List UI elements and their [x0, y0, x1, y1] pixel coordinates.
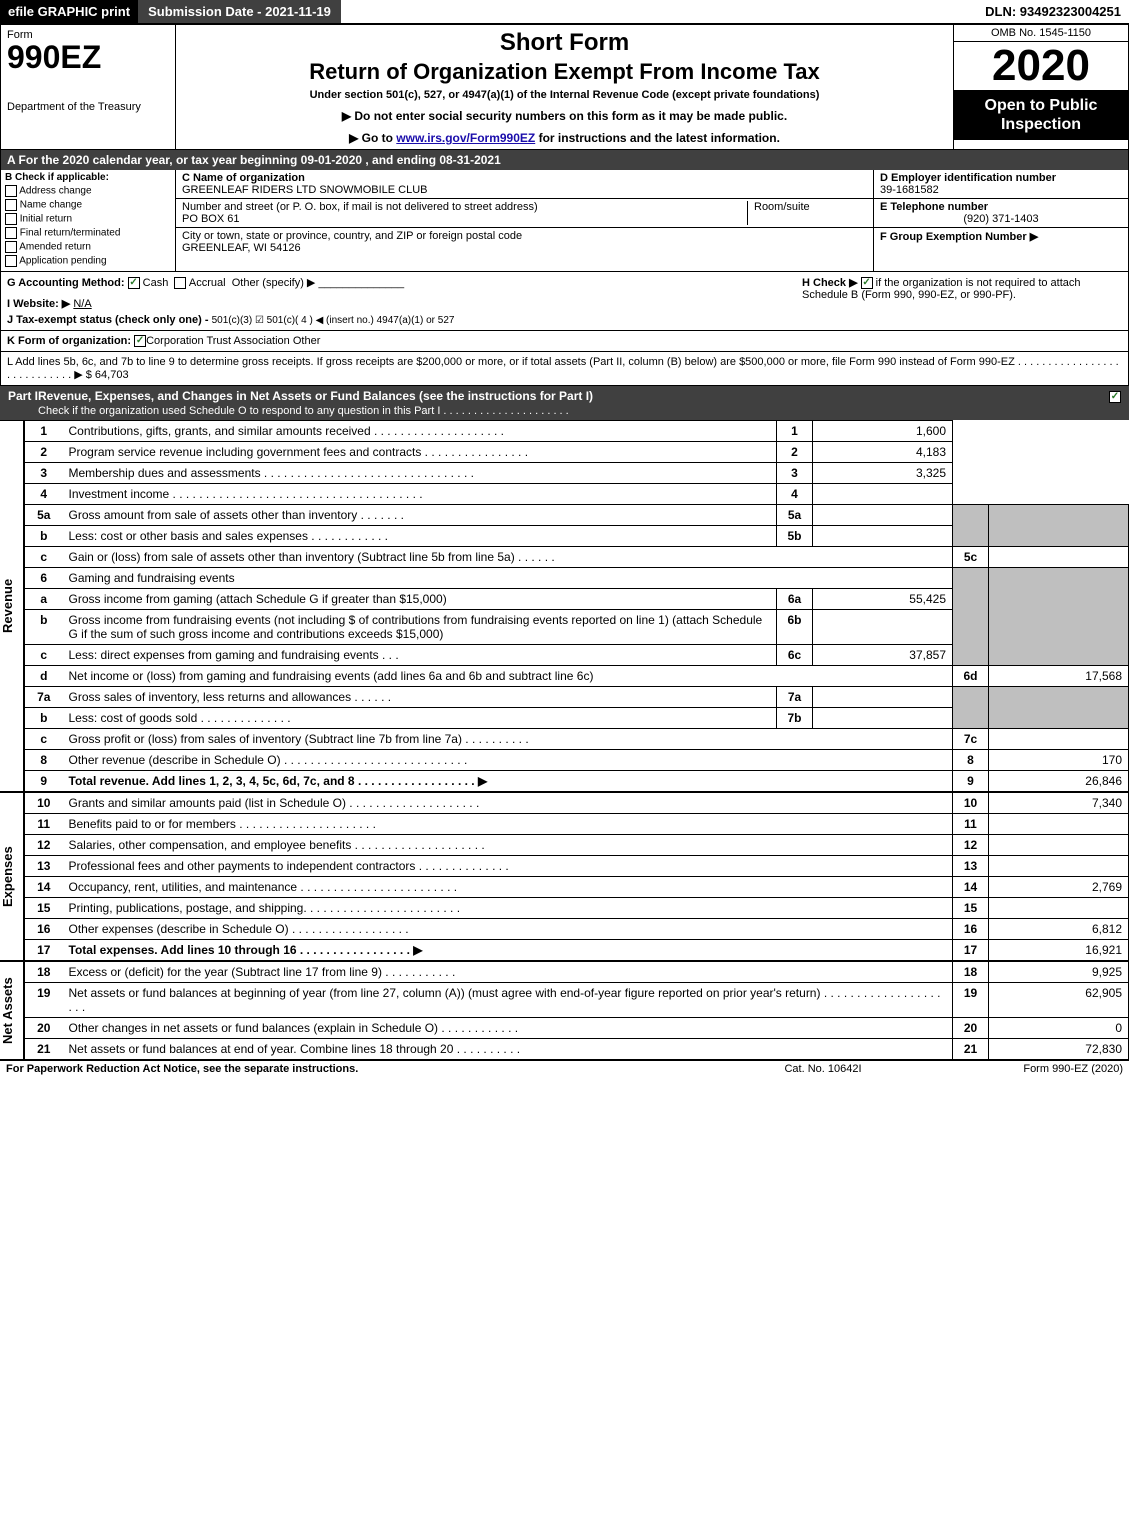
line-2: 2Program service revenue including gover… [25, 442, 1129, 463]
instructions-note: ▶ Go to www.irs.gov/Form990EZ for instru… [186, 131, 943, 145]
check-initial-return[interactable]: Initial return [5, 213, 171, 225]
tax-period: A For the 2020 calendar year, or tax yea… [0, 150, 1129, 170]
check-application-pending[interactable]: Application pending [5, 255, 171, 267]
line-3: 3Membership dues and assessments . . . .… [25, 463, 1129, 484]
expenses-section-label: Expenses [0, 792, 24, 961]
line-18: 18Excess or (deficit) for the year (Subt… [25, 962, 1129, 983]
k-options: Corporation Trust Association Other [146, 335, 320, 347]
line-6d: dNet income or (loss) from gaming and fu… [25, 666, 1129, 687]
i-label: I Website: ▶ [7, 298, 70, 310]
netassets-section-label: Net Assets [0, 961, 24, 1060]
d-label: D Employer identification number [880, 172, 1056, 184]
tax-year: 2020 [954, 42, 1128, 90]
check-amended-return[interactable]: Amended return [5, 241, 171, 253]
h-label: H Check ▶ [802, 277, 858, 289]
line-11: 11Benefits paid to or for members . . . … [25, 814, 1129, 835]
line-13: 13Professional fees and other payments t… [25, 856, 1129, 877]
part1-title: Revenue, Expenses, and Changes in Net As… [38, 389, 593, 403]
addr-label: Number and street (or P. O. box, if mail… [182, 201, 747, 213]
city-label: City or town, state or province, country… [182, 230, 867, 242]
line-12: 12Salaries, other compensation, and empl… [25, 835, 1129, 856]
netassets-table: 18Excess or (deficit) for the year (Subt… [24, 961, 1129, 1060]
submission-date: Submission Date - 2021-11-19 [138, 0, 341, 23]
check-h[interactable] [861, 277, 873, 289]
part1-header: Part I Revenue, Expenses, and Changes in… [0, 386, 1129, 420]
telephone: (920) 371-1403 [880, 213, 1122, 225]
line-20: 20Other changes in net assets or fund ba… [25, 1018, 1129, 1039]
dept-label: Department of the Treasury [7, 101, 169, 113]
check-name-change[interactable]: Name change [5, 199, 171, 211]
part1-label: Part I [8, 389, 38, 417]
revenue-section-label: Revenue [0, 420, 24, 792]
line-10: 10Grants and similar amounts paid (list … [25, 793, 1129, 814]
subtitle: Under section 501(c), 527, or 4947(a)(1)… [186, 89, 943, 101]
b-header: B Check if applicable: [5, 172, 171, 183]
expenses-table: 10Grants and similar amounts paid (list … [24, 792, 1129, 961]
line-19: 19Net assets or fund balances at beginni… [25, 983, 1129, 1018]
line-5a: 5aGross amount from sale of assets other… [25, 505, 1129, 526]
form-header: Form 990EZ Department of the Treasury Sh… [0, 25, 1129, 150]
dln-label: DLN: 93492323004251 [977, 0, 1129, 23]
line-17: 17Total expenses. Add lines 10 through 1… [25, 940, 1129, 961]
form-revision: Form 990-EZ (2020) [923, 1063, 1123, 1075]
org-name: GREENLEAF RIDERS LTD SNOWMOBILE CLUB [182, 184, 867, 196]
e-label: E Telephone number [880, 201, 988, 213]
accounting-method-row: G Accounting Method: Cash Accrual Other … [0, 272, 1129, 331]
page-footer: For Paperwork Reduction Act Notice, see … [0, 1060, 1129, 1077]
note2-post: for instructions and the latest informat… [535, 131, 780, 145]
k-row: K Form of organization: Corporation Trus… [0, 331, 1129, 352]
room-suite-label: Room/suite [747, 201, 867, 225]
instructions-link[interactable]: www.irs.gov/Form990EZ [396, 131, 535, 145]
website-value: N/A [73, 298, 91, 310]
return-title: Return of Organization Exempt From Incom… [186, 59, 943, 85]
check-final-return[interactable]: Final return/terminated [5, 227, 171, 239]
omb-number: OMB No. 1545-1150 [954, 25, 1128, 42]
check-accrual[interactable] [174, 277, 186, 289]
line-4: 4Investment income . . . . . . . . . . .… [25, 484, 1129, 505]
block-b-c-d: B Check if applicable: Address change Na… [0, 170, 1129, 272]
check-cash[interactable] [128, 277, 140, 289]
city-state-zip: GREENLEAF, WI 54126 [182, 242, 867, 254]
l-row: L Add lines 5b, 6c, and 7b to line 9 to … [0, 352, 1129, 386]
check-address-change[interactable]: Address change [5, 185, 171, 197]
open-to-public: Open to Public Inspection [954, 90, 1128, 140]
f-label: F Group Exemption Number ▶ [880, 231, 1038, 243]
k-label: K Form of organization: [7, 335, 131, 347]
efile-print-button[interactable]: efile GRAPHIC print [0, 0, 138, 23]
ssn-note: ▶ Do not enter social security numbers o… [186, 109, 943, 123]
ein: 39-1681582 [880, 184, 939, 196]
revenue-table: 1Contributions, gifts, grants, and simil… [24, 420, 1129, 792]
j-label: J Tax-exempt status (check only one) - [7, 314, 209, 326]
c-label: C Name of organization [182, 172, 305, 184]
line-5c: cGain or (loss) from sale of assets othe… [25, 547, 1129, 568]
part1-check-line: Check if the organization used Schedule … [38, 405, 569, 417]
line-14: 14Occupancy, rent, utilities, and mainte… [25, 877, 1129, 898]
form-number: 990EZ [7, 41, 169, 73]
top-bar: efile GRAPHIC print Submission Date - 20… [0, 0, 1129, 25]
line-7a: 7aGross sales of inventory, less returns… [25, 687, 1129, 708]
line-1: 1Contributions, gifts, grants, and simil… [25, 421, 1129, 442]
address: PO BOX 61 [182, 213, 747, 225]
part1-schedule-o-check[interactable] [1109, 391, 1121, 403]
note2-pre: ▶ Go to [349, 131, 396, 145]
line-9: 9Total revenue. Add lines 1, 2, 3, 4, 5c… [25, 771, 1129, 792]
paperwork-notice: For Paperwork Reduction Act Notice, see … [6, 1063, 723, 1075]
line-8: 8Other revenue (describe in Schedule O) … [25, 750, 1129, 771]
l-text: L Add lines 5b, 6c, and 7b to line 9 to … [7, 356, 1122, 381]
j-options: 501(c)(3) ☑ 501(c)( 4 ) ◀ (insert no.) 4… [212, 315, 455, 326]
catalog-number: Cat. No. 10642I [723, 1063, 923, 1075]
short-form-title: Short Form [186, 29, 943, 57]
line-6: 6Gaming and fundraising events [25, 568, 1129, 589]
line-16: 16Other expenses (describe in Schedule O… [25, 919, 1129, 940]
g-label: G Accounting Method: [7, 277, 125, 289]
check-corporation[interactable] [134, 335, 146, 347]
line-21: 21Net assets or fund balances at end of … [25, 1039, 1129, 1060]
line-15: 15Printing, publications, postage, and s… [25, 898, 1129, 919]
line-7c: cGross profit or (loss) from sales of in… [25, 729, 1129, 750]
